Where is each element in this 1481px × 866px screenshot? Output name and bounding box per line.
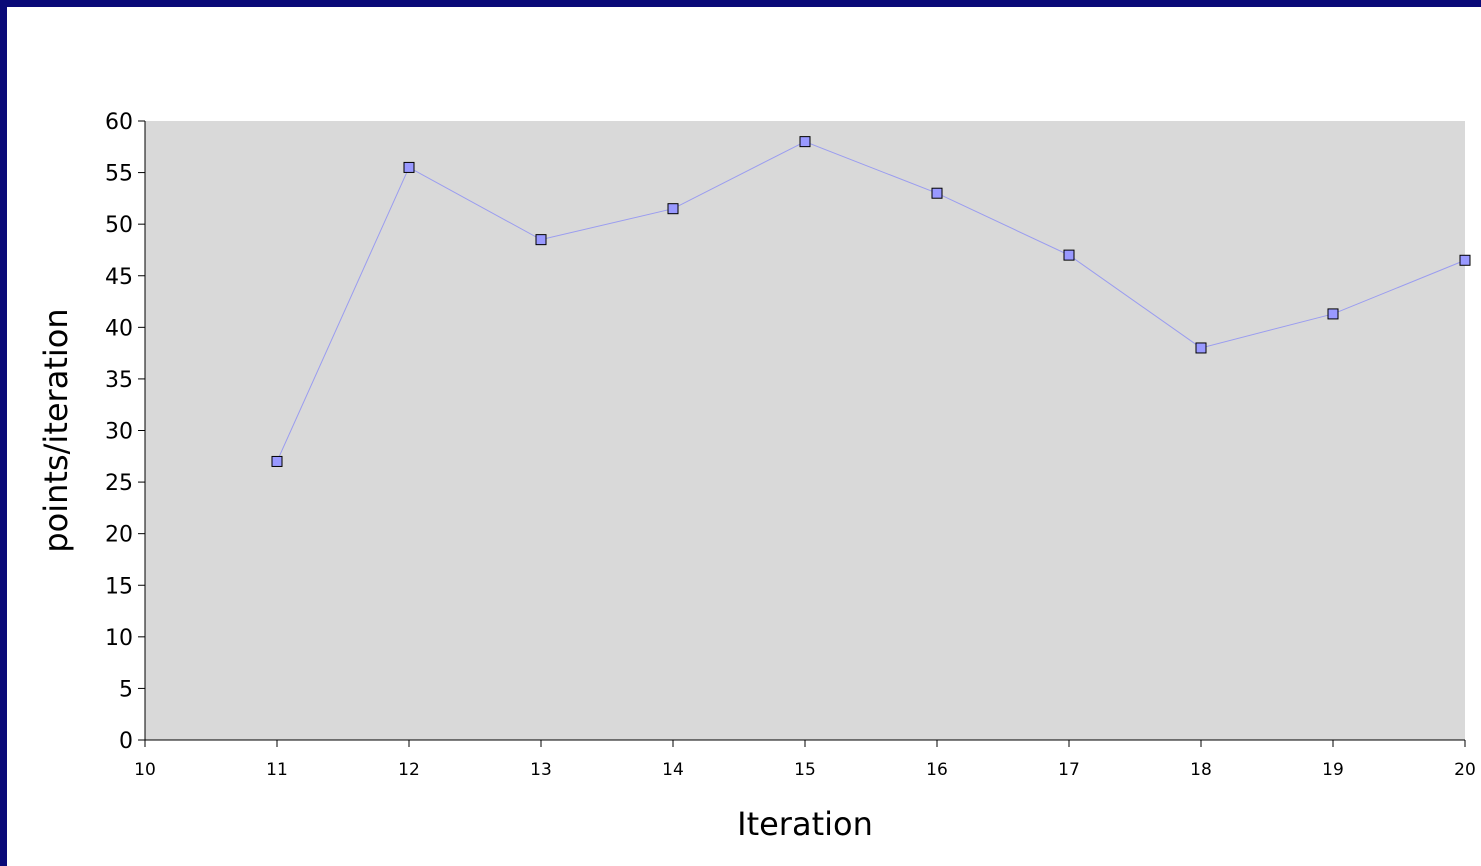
y-tick-label: 25	[105, 471, 133, 496]
x-tick-label: 11	[266, 760, 288, 780]
y-tick-label: 55	[105, 162, 133, 187]
y-tick-label: 35	[105, 368, 133, 393]
series-line	[276, 141, 1466, 462]
x-tick-label: 14	[662, 760, 684, 780]
data-point-marker	[403, 161, 415, 173]
data-point-marker	[271, 455, 283, 467]
y-tick-label: 40	[105, 316, 133, 341]
x-tick-label: 13	[530, 760, 552, 780]
x-tick-label: 10	[134, 760, 156, 780]
x-axis: 10 11 12 13 14 15 16 17 18 19 20	[134, 739, 1476, 780]
data-point-marker	[1063, 249, 1075, 261]
data-point-marker	[1327, 308, 1339, 320]
x-tick-label: 16	[926, 760, 948, 780]
y-tick-label: 10	[105, 626, 133, 651]
y-tick-label: 0	[119, 729, 133, 754]
x-tick-label: 19	[1322, 760, 1344, 780]
x-tick-label: 17	[1058, 760, 1080, 780]
y-tick-label: 50	[105, 213, 133, 238]
x-tick-label: 18	[1190, 760, 1212, 780]
data-point-marker	[799, 136, 811, 148]
data-point-marker	[1459, 254, 1471, 266]
data-point-marker	[535, 234, 547, 246]
x-tick-label: 15	[794, 760, 816, 780]
y-tick-label: 60	[105, 110, 133, 135]
y-axis-title: points/iteration	[37, 308, 75, 552]
data-point-marker	[1195, 342, 1207, 354]
y-axis: 0 5 10 15 20 25 30 35 40 45 50 55 60	[105, 110, 146, 754]
data-point-marker	[931, 187, 943, 199]
x-axis-title: Iteration	[737, 805, 873, 843]
y-tick-label: 30	[105, 420, 133, 445]
x-tick-label: 20	[1454, 760, 1476, 780]
plot-area	[145, 121, 1465, 740]
x-tick-label: 12	[398, 760, 420, 780]
y-tick-label: 20	[105, 523, 133, 548]
y-tick-label: 15	[105, 574, 133, 599]
series-layer	[271, 136, 1471, 467]
data-point-marker	[667, 203, 679, 215]
y-tick-label: 45	[105, 265, 133, 290]
y-tick-label: 5	[119, 677, 133, 702]
